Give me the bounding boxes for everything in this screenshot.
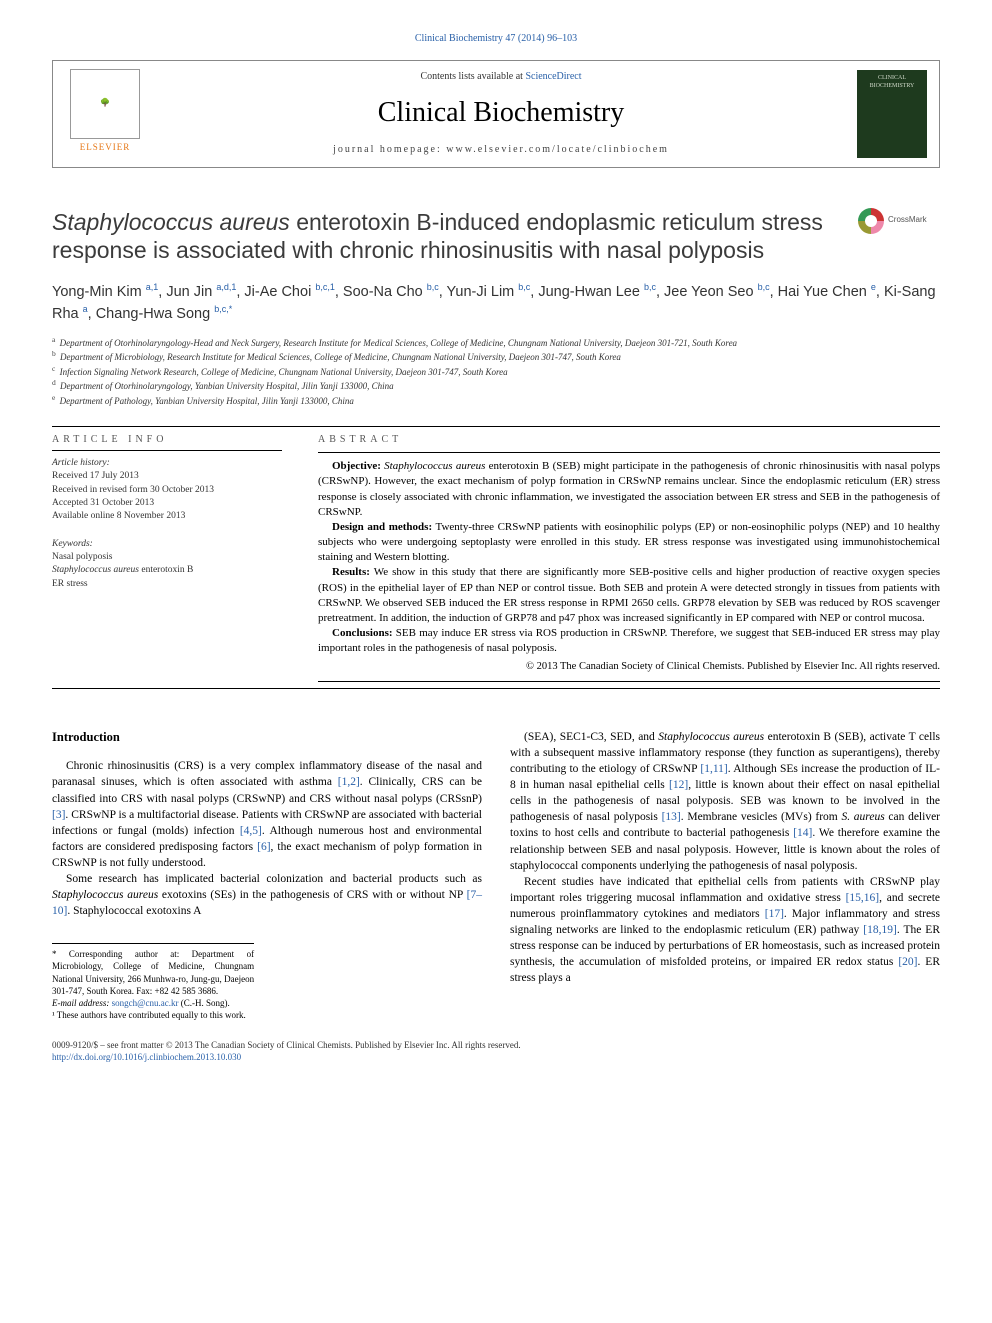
ref-link[interactable]: [18,19] bbox=[863, 924, 897, 936]
journal-homepage: journal homepage: www.elsevier.com/locat… bbox=[145, 143, 857, 157]
elsevier-tree-icon: 🌳 bbox=[70, 69, 140, 139]
article-info-label: ARTICLE INFO bbox=[52, 433, 282, 447]
article-title: Staphylococcus aureus enterotoxin B-indu… bbox=[52, 208, 846, 266]
journal-reference: Clinical Biochemistry 47 (2014) 96–103 bbox=[52, 32, 940, 46]
abstract-body: Objective: Staphylococcus aureus enterot… bbox=[318, 459, 940, 675]
email-label: E-mail address: bbox=[52, 998, 112, 1008]
t: (SEA), SEC1-C3, SED, and bbox=[524, 731, 658, 743]
keywords-block: Keywords: Nasal polyposis Staphylococcus… bbox=[52, 538, 282, 591]
t: S. aureus bbox=[841, 811, 884, 823]
title-italic: Staphylococcus aureus bbox=[52, 209, 290, 235]
journal-name: Clinical Biochemistry bbox=[145, 94, 857, 132]
contents-line: Contents lists available at ScienceDirec… bbox=[145, 70, 857, 84]
ref-link[interactable]: [14] bbox=[793, 827, 812, 839]
abs-conclusions-label: Conclusions: bbox=[332, 627, 393, 639]
crossmark-badge[interactable]: CrossMark bbox=[858, 208, 940, 234]
intro-p2: Some research has implicated bacterial c… bbox=[52, 871, 482, 919]
intro-p3: (SEA), SEC1-C3, SED, and Staphylococcus … bbox=[510, 729, 940, 874]
t: (C.-H. Song). bbox=[178, 998, 229, 1008]
history-accepted: Accepted 31 October 2013 bbox=[52, 497, 282, 510]
t: Some research has implicated bacterial c… bbox=[66, 873, 482, 885]
abs-conclusions: SEB may induce ER stress via ROS product… bbox=[318, 627, 940, 654]
crossmark-label: CrossMark bbox=[888, 215, 927, 226]
crossmark-icon bbox=[858, 208, 884, 234]
ref-link[interactable]: [17] bbox=[765, 908, 784, 920]
elsevier-label: ELSEVIER bbox=[80, 141, 131, 153]
corr-author-note: * Corresponding author at: Department of… bbox=[52, 948, 254, 997]
abs-results-label: Results: bbox=[332, 566, 370, 578]
intro-p1: Chronic rhinosinusitis (CRS) is a very c… bbox=[52, 758, 482, 871]
ref-link[interactable]: [4,5] bbox=[240, 825, 262, 837]
abs-results: We show in this study that there are sig… bbox=[318, 566, 940, 624]
abs-objective: Staphylococcus aureus enterotoxin B (SEB… bbox=[318, 460, 940, 518]
ref-link[interactable]: [13] bbox=[662, 811, 681, 823]
email-line: E-mail address: songch@cnu.ac.kr (C.-H. … bbox=[52, 997, 254, 1009]
history-online: Available online 8 November 2013 bbox=[52, 510, 282, 523]
journal-header: 🌳 ELSEVIER Contents lists available at S… bbox=[52, 60, 940, 168]
abstract-copyright: © 2013 The Canadian Society of Clinical … bbox=[318, 660, 940, 674]
ref-link[interactable]: [3] bbox=[52, 809, 65, 821]
abs-objective-label: Objective: bbox=[332, 460, 381, 472]
page-footer: 0009-9120/$ – see front matter © 2013 Th… bbox=[52, 1039, 940, 1063]
ref-link[interactable]: [12] bbox=[669, 779, 688, 791]
affiliations: a Department of Otorhinolaryngology-Head… bbox=[52, 335, 940, 408]
t: . Membrane vesicles (MVs) from bbox=[681, 811, 842, 823]
keyword-2: Staphylococcus aureus enterotoxin B bbox=[52, 564, 282, 577]
abs-design-label: Design and methods: bbox=[332, 521, 432, 533]
intro-heading: Introduction bbox=[52, 729, 482, 747]
t: Staphylococcus aureus bbox=[52, 889, 158, 901]
history-revised: Received in revised form 30 October 2013 bbox=[52, 484, 282, 497]
authors-line: Yong-Min Kim a,1, Jun Jin a,d,1, Ji-Ae C… bbox=[52, 281, 940, 325]
keywords-title: Keywords: bbox=[52, 538, 282, 551]
homepage-url[interactable]: www.elsevier.com/locate/clinbiochem bbox=[446, 144, 669, 155]
homepage-prefix: journal homepage: bbox=[333, 144, 446, 155]
sciencedirect-link[interactable]: ScienceDirect bbox=[525, 71, 581, 82]
t: exotoxins (SEs) in the pathogenesis of C… bbox=[158, 889, 466, 901]
article-info-column: ARTICLE INFO Article history: Received 1… bbox=[52, 433, 282, 688]
ref-link[interactable]: [6] bbox=[257, 841, 270, 853]
keyword-3: ER stress bbox=[52, 578, 282, 591]
keyword-2-rest: enterotoxin B bbox=[139, 565, 193, 575]
ref-link[interactable]: [1,2] bbox=[338, 776, 360, 788]
issn-line: 0009-9120/$ – see front matter © 2013 Th… bbox=[52, 1039, 940, 1051]
t: Staphylococcus aureus bbox=[658, 731, 764, 743]
ref-link[interactable]: [1,11] bbox=[700, 763, 727, 775]
contents-prefix: Contents lists available at bbox=[420, 71, 525, 82]
footnotes: * Corresponding author at: Department of… bbox=[52, 943, 254, 1021]
ref-link[interactable]: [20] bbox=[898, 956, 917, 968]
body-columns: Introduction Chronic rhinosinusitis (CRS… bbox=[52, 729, 940, 1021]
email-link[interactable]: songch@cnu.ac.kr bbox=[112, 998, 179, 1008]
elsevier-logo: 🌳 ELSEVIER bbox=[65, 69, 145, 159]
keyword-1: Nasal polyposis bbox=[52, 551, 282, 564]
history-title: Article history: bbox=[52, 457, 282, 470]
intro-p4: Recent studies have indicated that epith… bbox=[510, 874, 940, 987]
abstract-column: ABSTRACT Objective: Staphylococcus aureu… bbox=[318, 433, 940, 688]
keyword-2-italic: Staphylococcus aureus bbox=[52, 565, 139, 575]
abstract-label: ABSTRACT bbox=[318, 433, 940, 447]
ref-link[interactable]: [15,16] bbox=[846, 892, 880, 904]
article-history: Article history: Received 17 July 2013 R… bbox=[52, 457, 282, 523]
t: . Staphylococcal exotoxins A bbox=[67, 905, 201, 917]
history-received: Received 17 July 2013 bbox=[52, 470, 282, 483]
header-center: Contents lists available at ScienceDirec… bbox=[145, 70, 857, 157]
equal-contrib-note: ¹ These authors have contributed equally… bbox=[52, 1009, 254, 1021]
journal-cover-thumb: CLINICAL BIOCHEMISTRY bbox=[857, 70, 927, 158]
separator bbox=[52, 426, 940, 427]
doi-link[interactable]: http://dx.doi.org/10.1016/j.clinbiochem.… bbox=[52, 1051, 940, 1063]
